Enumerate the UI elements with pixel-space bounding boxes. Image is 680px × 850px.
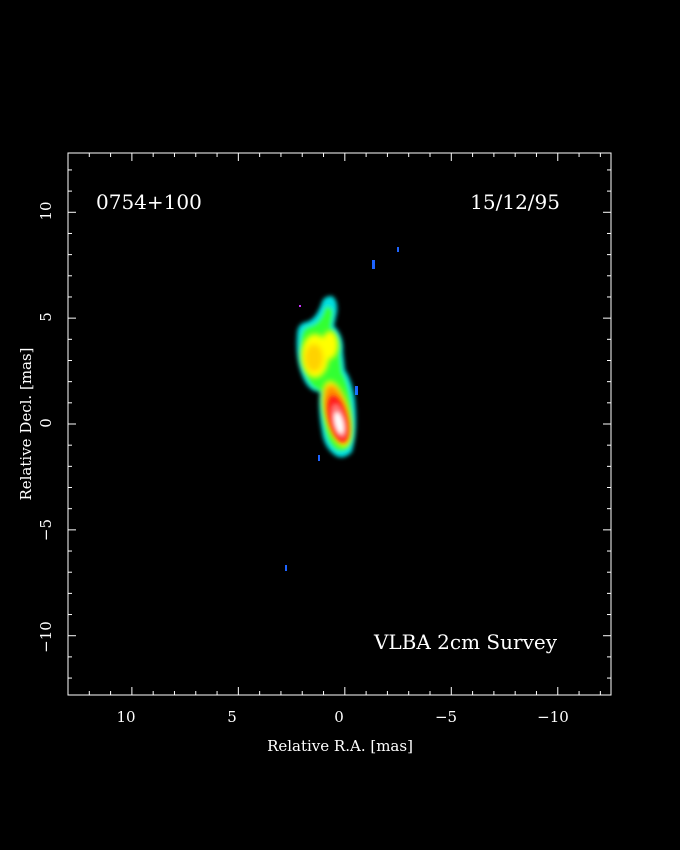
noise-speck	[318, 455, 320, 461]
noise-speck	[355, 386, 358, 395]
y-tick-label: −5	[37, 519, 55, 541]
source-name-label: 0754+100	[96, 190, 202, 214]
y-tick-label: −10	[37, 621, 55, 653]
x-tick-label: −5	[435, 708, 457, 726]
noise-speck	[299, 305, 301, 307]
jet-emission-mid	[301, 331, 353, 448]
x-tick-label: −10	[537, 708, 569, 726]
y-axis-label: Relative Decl. [mas]	[17, 347, 35, 500]
observation-date-label: 15/12/95	[470, 190, 560, 214]
x-tick-label: 5	[227, 708, 237, 726]
core-emission	[327, 395, 349, 443]
noise-speck	[372, 260, 375, 269]
radio-source-image	[285, 247, 399, 571]
noise-speck	[285, 565, 287, 571]
x-tick-label: 0	[334, 708, 344, 726]
y-tick-label: 0	[37, 418, 55, 428]
survey-label: VLBA 2cm Survey	[373, 630, 558, 654]
y-tick-label: 10	[37, 201, 55, 220]
y-tick-labels: −10 −5 0 5 10	[37, 201, 55, 652]
x-tick-labels: 10 5 0 −5 −10	[116, 708, 568, 726]
axis-ticks	[68, 153, 611, 695]
noise-speck	[397, 247, 399, 252]
x-tick-label: 10	[116, 708, 135, 726]
x-axis-label: Relative R.A. [mas]	[267, 737, 413, 755]
y-tick-label: 5	[37, 312, 55, 322]
